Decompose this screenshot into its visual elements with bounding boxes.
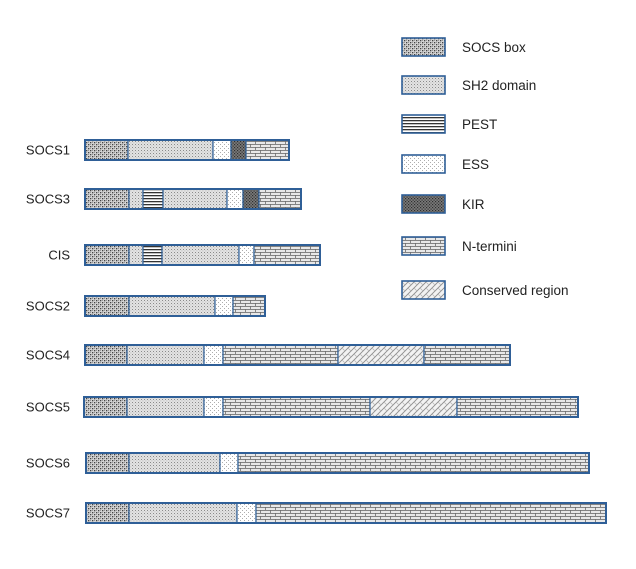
domain-nterm — [222, 396, 371, 418]
legend-item-ess: ESS — [401, 154, 489, 174]
domain-pest — [142, 244, 163, 266]
domain-sh2 — [127, 139, 214, 161]
domain-ess — [203, 396, 224, 418]
conserved-region-pattern-swatch — [401, 280, 446, 300]
domain-ess — [238, 244, 255, 266]
legend-label: Conserved region — [462, 283, 569, 298]
domain-sh2 — [128, 295, 216, 317]
domain-cons — [337, 344, 425, 366]
legend-item-pest: PEST — [401, 114, 497, 134]
domain-socs — [84, 344, 128, 366]
domain-sh2 — [128, 244, 144, 266]
domain-sh2 — [128, 188, 144, 210]
protein-name: SOCS4 — [26, 348, 70, 363]
domain-ess — [214, 295, 234, 317]
protein-outline — [84, 244, 321, 266]
domain-ess — [219, 452, 239, 474]
protein-name: SOCS1 — [26, 143, 70, 158]
protein-outline — [84, 295, 266, 317]
protein-name: SOCS2 — [26, 299, 70, 314]
sh2-domain-pattern-swatch — [401, 75, 446, 95]
socs-box-pattern-swatch — [401, 37, 446, 57]
legend-item-cons: Conserved region — [401, 280, 569, 300]
domain-nterm — [245, 139, 290, 161]
protein-tracks: SOCS1 SOCS3 CIS SOCS2 SOCS4 SOCS5 SOCS6 SOCS7 — [26, 139, 607, 524]
protein-name: SOCS5 — [26, 400, 70, 415]
legend-label: N-termini — [462, 239, 517, 254]
legend-label: SH2 domain — [462, 78, 536, 93]
domain-ess — [236, 502, 257, 524]
domain-socs — [84, 188, 130, 210]
domain-nterm — [237, 452, 590, 474]
domain-ess — [226, 188, 244, 210]
domain-sh2 — [128, 502, 238, 524]
kir-pattern-swatch — [401, 194, 446, 214]
n-termini-pattern-swatch — [401, 236, 446, 256]
protein-socs2: SOCS2 — [26, 295, 266, 317]
domain-cons — [369, 396, 458, 418]
protein-outline — [83, 396, 579, 418]
legend-label: PEST — [462, 117, 497, 132]
domain-ess — [203, 344, 224, 366]
domain-pest — [142, 188, 164, 210]
legend-item-kir: KIR — [401, 194, 485, 214]
domain-nterm — [255, 502, 607, 524]
domain-sh2 — [128, 452, 221, 474]
domain-socs — [84, 244, 130, 266]
domain-sh2 — [161, 244, 240, 266]
legend-label: SOCS box — [462, 40, 526, 55]
domain-sh2 — [162, 188, 228, 210]
domain-ess — [212, 139, 232, 161]
domain-sh2 — [126, 396, 205, 418]
domain-socs — [85, 502, 130, 524]
legend-label: KIR — [462, 197, 485, 212]
domain-socs — [85, 452, 130, 474]
legend-item-socs: SOCS box — [401, 37, 526, 57]
protein-outline — [84, 139, 290, 161]
ess-pattern-swatch — [401, 154, 446, 174]
protein-outline — [84, 188, 302, 210]
legend-label: ESS — [462, 157, 489, 172]
protein-name: SOCS3 — [26, 192, 70, 207]
protein-outline — [85, 452, 590, 474]
protein-outline — [84, 344, 511, 366]
protein-outline — [85, 502, 607, 524]
domain-sh2 — [126, 344, 205, 366]
protein-socs7: SOCS7 — [26, 502, 607, 524]
protein-socs5: SOCS5 — [26, 396, 579, 418]
domain-nterm — [232, 295, 266, 317]
protein-cis: CIS — [48, 244, 321, 266]
domain-nterm — [423, 344, 511, 366]
protein-socs3: SOCS3 — [26, 188, 302, 210]
domain-kir — [230, 139, 247, 161]
protein-socs1: SOCS1 — [26, 139, 290, 161]
domain-socs — [84, 139, 129, 161]
protein-name: SOCS6 — [26, 456, 70, 471]
domain-kir — [242, 188, 260, 210]
legend: SOCS box SH2 domain PEST ESS KIR N-termini Con… — [401, 37, 569, 300]
protein-name: CIS — [48, 248, 70, 263]
domain-nterm — [253, 244, 321, 266]
domain-nterm — [258, 188, 302, 210]
protein-socs6: SOCS6 — [26, 452, 590, 474]
domain-socs — [83, 396, 128, 418]
protein-name: SOCS7 — [26, 506, 70, 521]
protein-socs4: SOCS4 — [26, 344, 511, 366]
pest-pattern-swatch — [401, 114, 446, 134]
domain-nterm — [222, 344, 339, 366]
legend-item-nterm: N-termini — [401, 236, 517, 256]
legend-item-sh2: SH2 domain — [401, 75, 536, 95]
domain-socs — [84, 295, 130, 317]
domain-nterm — [456, 396, 579, 418]
